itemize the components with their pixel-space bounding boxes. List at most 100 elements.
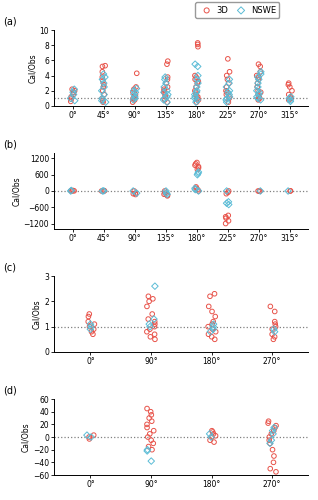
Point (164, 87, 169, 95)
Point (286, 80, 291, 88)
Point (193, 90, 198, 98)
Point (195, 42, 200, 50)
Point (148, 333, 153, 341)
Point (196, 164, 201, 172)
Point (91, 325, 96, 333)
Point (144, 404, 149, 412)
Point (100, 77, 105, 85)
Point (149, 436, 154, 444)
Point (224, 83, 229, 91)
Point (192, 184, 197, 192)
Point (149, 411, 154, 419)
Point (210, 325, 215, 333)
Point (287, 187, 293, 195)
Point (196, 187, 201, 195)
Point (165, 191, 170, 199)
Point (224, 96, 229, 104)
Point (165, 73, 170, 81)
Point (195, 96, 200, 104)
Point (165, 190, 170, 198)
Point (286, 90, 291, 98)
Point (100, 94, 105, 102)
Point (131, 90, 136, 98)
Point (89, 328, 94, 336)
Point (196, 187, 201, 195)
Point (162, 90, 168, 98)
Point (226, 212, 231, 220)
Point (165, 83, 170, 91)
Point (149, 446, 155, 454)
Point (268, 464, 273, 472)
Point (144, 424, 149, 432)
Point (131, 190, 136, 198)
Point (267, 433, 272, 441)
Point (272, 333, 277, 341)
Point (224, 90, 229, 98)
Point (209, 433, 214, 441)
Point (224, 87, 229, 95)
Point (196, 168, 201, 176)
Point (162, 187, 167, 195)
Point (255, 79, 260, 87)
Point (87, 435, 92, 443)
Point (195, 93, 200, 101)
Point (68, 186, 73, 194)
Point (152, 336, 157, 344)
Point (164, 93, 169, 101)
Point (288, 93, 293, 101)
Point (99, 187, 104, 195)
Point (273, 322, 278, 330)
Point (193, 76, 198, 84)
Point (162, 189, 168, 197)
Point (196, 96, 201, 104)
Point (87, 322, 92, 330)
Point (272, 308, 277, 316)
Point (257, 188, 262, 196)
Point (146, 442, 151, 450)
Point (101, 79, 106, 87)
Point (193, 88, 198, 96)
Point (148, 408, 153, 416)
Point (102, 73, 107, 81)
Point (211, 322, 216, 330)
Point (195, 79, 200, 87)
Point (149, 457, 154, 465)
Point (208, 436, 213, 444)
Point (226, 217, 231, 225)
Point (194, 158, 199, 166)
Point (226, 79, 232, 87)
Point (86, 318, 91, 326)
Point (227, 93, 232, 101)
Point (69, 93, 74, 101)
Point (288, 93, 294, 101)
Point (165, 98, 170, 106)
Point (130, 94, 135, 102)
Point (209, 433, 214, 441)
Point (272, 318, 277, 326)
Point (194, 88, 199, 96)
Point (206, 330, 211, 338)
Point (144, 302, 149, 310)
Point (72, 87, 77, 95)
Point (133, 88, 138, 96)
Point (150, 310, 155, 318)
Point (100, 98, 106, 106)
Point (163, 93, 168, 101)
Point (286, 187, 291, 195)
Point (193, 98, 198, 106)
Point (195, 170, 200, 178)
Point (227, 87, 232, 95)
Point (194, 83, 199, 91)
Text: (c): (c) (3, 262, 16, 272)
Point (132, 96, 137, 104)
Point (209, 333, 214, 341)
Point (134, 84, 139, 92)
Point (270, 446, 275, 454)
Point (226, 187, 231, 195)
Point (101, 83, 106, 91)
Point (224, 214, 229, 222)
Point (267, 440, 273, 448)
Point (131, 96, 136, 104)
Y-axis label: Cal/Obs: Cal/Obs (32, 299, 42, 329)
Point (163, 187, 169, 195)
